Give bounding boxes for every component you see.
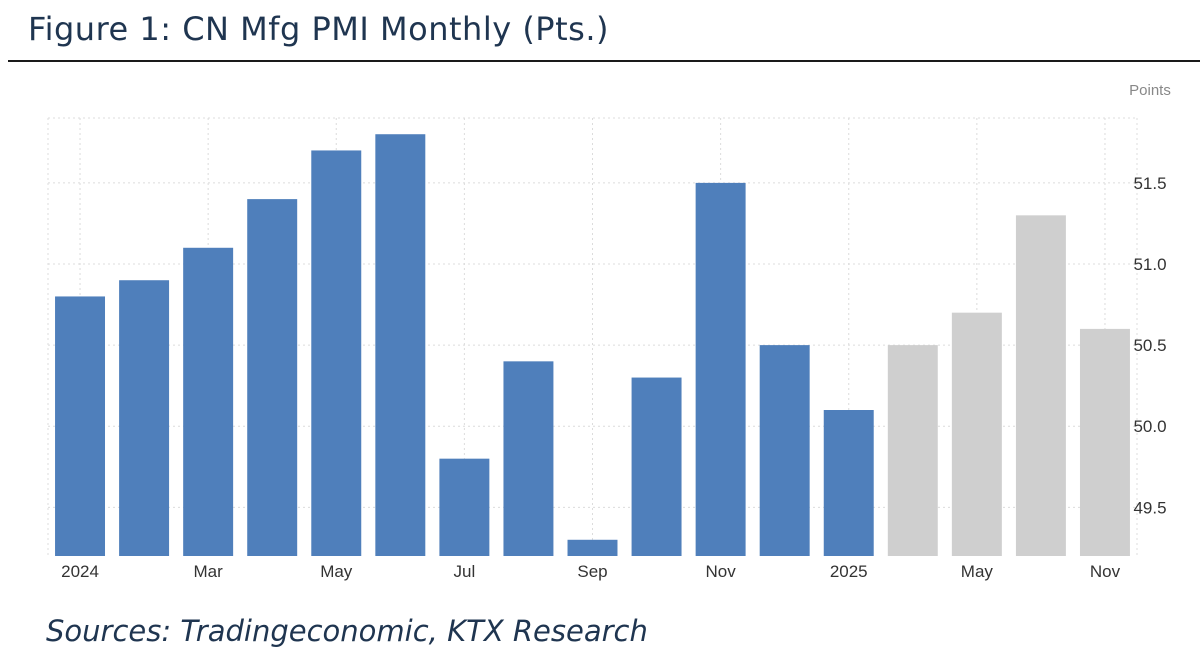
y-tick-label: 49.5 [1133,498,1166,517]
x-tick-label: Nov [706,562,737,581]
x-tick-label: Mar [194,562,224,581]
bar-actual-0 [55,296,106,556]
x-tick-label: May [320,562,353,581]
bar-actual-10 [695,182,746,556]
bar-actual-7 [503,361,554,556]
bar-actual-5 [375,134,426,556]
bar-actual-1 [119,280,170,556]
x-tick-label: 2025 [830,562,868,581]
bars [55,134,1130,557]
y-tick-label: 50.0 [1133,417,1166,436]
pmi-bar-chart: 49.5 50.0 50.5 51.0 51.5 2024 Mar May Jul Sep Nov… [47,82,1171,581]
bar-actual-4 [311,150,362,556]
y-axis-unit-label: Points [1129,82,1171,99]
x-tick-label: May [961,562,994,581]
x-tick-label: Sep [577,562,607,581]
bar-forecast-15 [1015,215,1066,557]
bar-actual-11 [759,345,810,556]
x-axis-ticks: 2024 Mar May Jul Sep Nov 2025 May Nov [61,562,1120,581]
x-tick-label: Nov [1090,562,1121,581]
x-tick-label: Jul [454,562,476,581]
bar-actual-6 [439,458,490,556]
page-title: Figure 1: CN Mfg PMI Monthly (Pts.) [28,10,609,48]
bar-actual-3 [247,199,298,556]
y-tick-label: 51.0 [1133,255,1166,274]
source-note: Sources: Tradingeconomic, KTX Research [46,614,648,648]
y-tick-label: 50.5 [1133,336,1166,355]
title-divider [8,60,1200,62]
bar-forecast-14 [951,312,1002,556]
bar-forecast-16 [1079,328,1130,556]
x-tick-label: 2024 [61,562,99,581]
bar-actual-12 [823,410,874,556]
bar-actual-2 [183,247,234,556]
bar-forecast-13 [887,345,938,556]
bar-actual-9 [631,377,682,556]
y-axis-ticks: 49.5 50.0 50.5 51.0 51.5 [1133,174,1166,517]
y-tick-label: 51.5 [1133,174,1166,193]
bar-actual-8 [567,539,618,556]
